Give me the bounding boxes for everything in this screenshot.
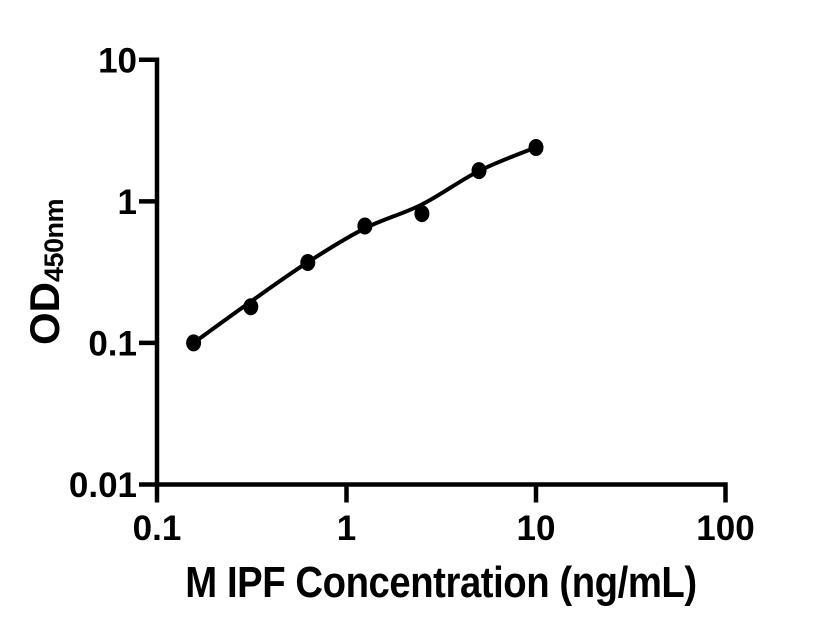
- y-axis-title: OD450nm: [21, 198, 69, 346]
- x-tick-label: 100: [696, 509, 754, 548]
- data-point: [414, 205, 430, 223]
- y-axis-line: [139, 57, 160, 485]
- fit-curve-line: [191, 145, 538, 345]
- y-tick-label: 0.01: [69, 466, 137, 505]
- y-axis-title-subscript: 450nm: [38, 198, 69, 283]
- data-point: [243, 298, 259, 316]
- x-axis-title: M IPF Concentration (ng/mL): [185, 558, 697, 607]
- x-tick-label: 10: [517, 509, 556, 548]
- y-tick-label: 0.1: [88, 324, 137, 363]
- data-point: [357, 217, 373, 235]
- x-axis-line: [157, 482, 728, 503]
- y-tick-label: 1: [118, 183, 137, 222]
- data-point: [528, 139, 544, 156]
- x-tick-label: 1: [337, 509, 356, 548]
- data-point: [300, 254, 316, 271]
- y-axis-title-main: OD: [21, 282, 69, 346]
- data-point: [471, 162, 487, 180]
- y-tick-label: 10: [98, 41, 137, 80]
- x-tick-label: 0.1: [133, 509, 182, 548]
- data-point: [186, 334, 202, 352]
